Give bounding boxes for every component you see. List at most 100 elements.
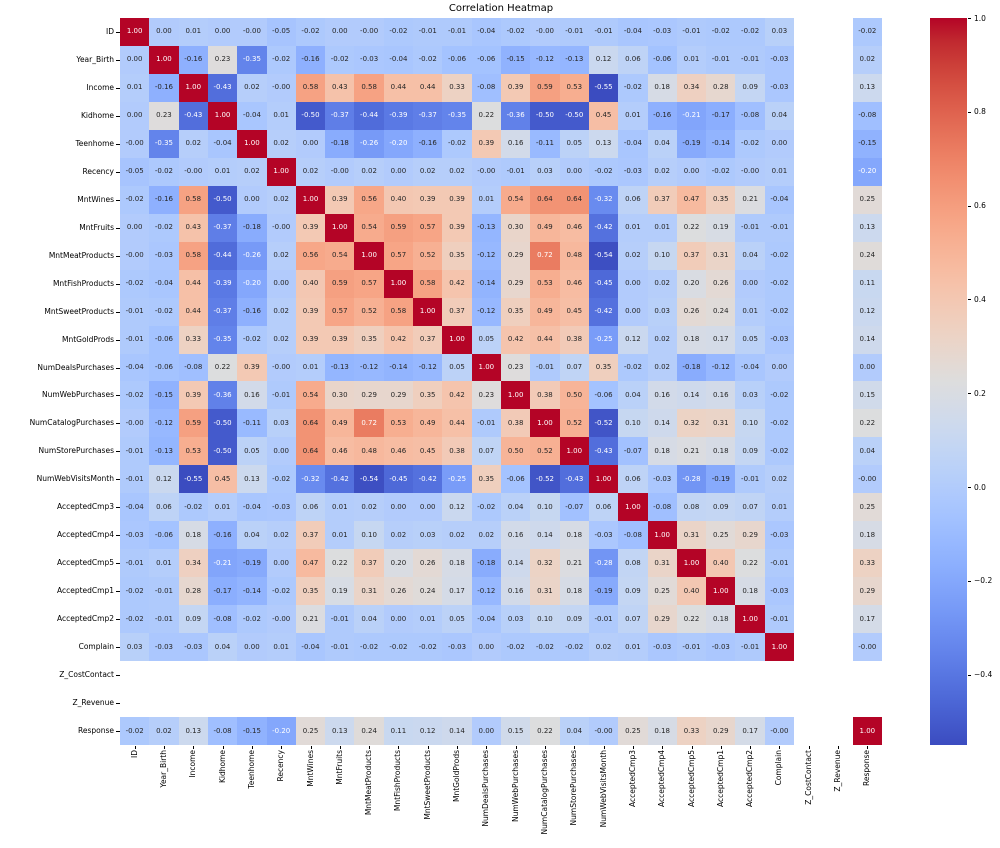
heatmap-cell-MntWines-NumStorePurchases: 0.64 (559, 185, 589, 214)
heatmap-cell-Complain-AcceptedCmp3: 0.01 (618, 633, 648, 662)
heatmap-cell-Z_CostContact-MntMeatProducts (354, 661, 383, 689)
heatmap-cell-NumWebPurchases-MntSweetProducts: 0.35 (413, 381, 443, 410)
x-tick-label-AcceptedCmp1: AcceptedCmp1 (715, 750, 725, 808)
heatmap-cell-MntSweetProducts-Recency: 0.02 (266, 297, 296, 326)
heatmap-cell-MntFruits-MntWines: 0.39 (295, 213, 326, 242)
heatmap-cell-Kidhome-NumStorePurchases: -0.50 (559, 101, 589, 130)
heatmap-cell-Kidhome-MntFishProducts: -0.39 (383, 101, 414, 130)
heatmap-cell-MntFishProducts-MntSweetProducts: 0.58 (413, 269, 443, 298)
heatmap-cell-AcceptedCmp5-AcceptedCmp2: 0.22 (735, 549, 765, 578)
heatmap-cell-ID-AcceptedCmp4: -0.03 (647, 18, 677, 46)
heatmap-cell-AcceptedCmp1-ID: -0.02 (120, 577, 150, 606)
heatmap-cell-Teenhome-MntSweetProducts: -0.16 (413, 129, 443, 158)
heatmap-cell-AcceptedCmp3-NumStorePurchases: -0.07 (559, 493, 589, 522)
heatmap-cell-MntGoldProds-AcceptedCmp3: 0.12 (618, 325, 648, 354)
heatmap-cell-AcceptedCmp2-Z_CostContact (794, 605, 823, 633)
heatmap-cell-AcceptedCmp4-Z_CostContact (794, 521, 823, 549)
colorbar-tick-label-1.0: 1.0 (974, 13, 986, 23)
heatmap-cell-MntFishProducts-ID: -0.02 (120, 269, 150, 298)
heatmap-cell-Recency-Year_Birth: -0.02 (149, 157, 179, 186)
x-tick-label-MntGoldProds: MntGoldProds (452, 750, 462, 802)
heatmap-cell-NumWebVisitsMonth-NumStorePurchases: -0.43 (559, 465, 589, 494)
heatmap-cell-NumWebPurchases-MntFruits: 0.30 (325, 381, 355, 410)
heatmap-cell-MntSweetProducts-AcceptedCmp5: 0.26 (676, 297, 707, 326)
heatmap-cell-ID-NumCatalogPurchases: -0.00 (530, 18, 560, 46)
x-tick-mark (339, 745, 341, 749)
x-tick-label-NumWebVisitsMonth: NumWebVisitsMonth (598, 750, 608, 828)
heatmap-cell-AcceptedCmp4-Z_Revenue (823, 521, 852, 549)
heatmap-cell-MntWines-NumCatalogPurchases: 0.64 (530, 185, 560, 214)
heatmap-cell-Complain-MntSweetProducts: -0.02 (413, 633, 443, 662)
heatmap-cell-AcceptedCmp2-MntWines: 0.21 (295, 605, 326, 634)
heatmap-cell-MntGoldProds-AcceptedCmp4: 0.02 (647, 325, 677, 354)
x-tick-label-MntMeatProducts: MntMeatProducts (364, 750, 374, 816)
heatmap-cell-AcceptedCmp5-MntMeatProducts: 0.37 (354, 549, 384, 578)
colorbar-tick-mark (967, 18, 971, 19)
heatmap-cell-AcceptedCmp3-AcceptedCmp3: 1.00 (618, 493, 648, 522)
heatmap-cell-AcceptedCmp5-MntFishProducts: 0.20 (383, 549, 414, 578)
heatmap-cell-NumStorePurchases-AcceptedCmp5: 0.21 (676, 437, 707, 466)
heatmap-cell-NumDealsPurchases-NumCatalogPurchases: -0.01 (530, 353, 560, 382)
heatmap-cell-NumStorePurchases-Income: 0.53 (178, 437, 208, 466)
heatmap-cell-NumWebPurchases-Response: 0.15 (852, 381, 882, 410)
heatmap-cell-NumDealsPurchases-AcceptedCmp2: -0.04 (735, 353, 765, 382)
heatmap-cell-AcceptedCmp5-NumWebVisitsMonth: -0.28 (588, 549, 619, 578)
heatmap-cell-Recency-AcceptedCmp3: -0.03 (618, 157, 648, 186)
heatmap-cell-Teenhome-Income: 0.02 (178, 129, 208, 158)
x-tick-label-AcceptedCmp2: AcceptedCmp2 (745, 750, 755, 808)
heatmap-cell-NumWebPurchases-NumWebPurchases: 1.00 (500, 381, 531, 410)
heatmap-cell-Z_CostContact-Z_Revenue (823, 661, 852, 689)
heatmap-cell-Recency-Recency: 1.00 (266, 157, 296, 186)
heatmap-cell-Response-AcceptedCmp1: 0.29 (706, 717, 736, 745)
heatmap-grid: 1.00 0.00 0.01 0.00 -0.00 -0.05 -0.02 0.00 -0.00… (120, 18, 882, 745)
heatmap-cell-NumStorePurchases-AcceptedCmp4: 0.18 (647, 437, 677, 466)
y-tick-mark (116, 395, 120, 397)
heatmap-cell-ID-NumWebVisitsMonth: -0.01 (588, 18, 619, 46)
heatmap-cell-MntGoldProds-Z_Revenue (823, 326, 852, 354)
heatmap-cell-ID-MntMeatProducts: -0.00 (354, 18, 384, 46)
x-tick-label-NumCatalogPurchases: NumCatalogPurchases (539, 750, 549, 835)
y-tick-mark (116, 31, 120, 33)
heatmap-cell-MntSweetProducts-MntMeatProducts: 0.52 (354, 297, 384, 326)
heatmap-cell-MntFruits-MntMeatProducts: 0.54 (354, 213, 384, 242)
heatmap-cell-Income-NumDealsPurchases: -0.08 (471, 73, 501, 102)
y-tick-mark (116, 423, 120, 425)
heatmap-cell-AcceptedCmp4-AcceptedCmp4: 1.00 (647, 521, 677, 550)
heatmap-cell-ID-MntSweetProducts: -0.01 (413, 18, 443, 46)
heatmap-cell-MntGoldProds-Teenhome: -0.02 (237, 325, 267, 354)
heatmap-cell-MntGoldProds-MntFishProducts: 0.42 (383, 325, 414, 354)
x-tick-mark (486, 745, 488, 749)
heatmap-cell-MntWines-NumWebPurchases: 0.54 (500, 185, 531, 214)
heatmap-cell-Kidhome-AcceptedCmp1: -0.17 (706, 101, 736, 130)
heatmap-cell-Complain-MntGoldProds: -0.03 (442, 633, 472, 662)
heatmap-cell-Teenhome-AcceptedCmp2: -0.02 (735, 129, 765, 158)
heatmap-cell-AcceptedCmp2-AcceptedCmp2: 1.00 (735, 605, 765, 634)
heatmap-cell-NumWebVisitsMonth-NumWebVisitsMonth: 1.00 (588, 465, 619, 494)
heatmap-cell-Kidhome-NumDealsPurchases: 0.22 (471, 101, 501, 130)
heatmap-cell-MntFruits-Year_Birth: -0.02 (149, 213, 179, 242)
x-tick-label-MntFishProducts: MntFishProducts (393, 750, 403, 812)
heatmap-cell-MntSweetProducts-Income: 0.44 (178, 297, 208, 326)
heatmap-cell-NumDealsPurchases-MntFruits: -0.13 (325, 353, 355, 382)
heatmap-cell-MntSweetProducts-Kidhome: -0.37 (207, 297, 238, 326)
heatmap-cell-MntWines-Z_Revenue (823, 186, 852, 214)
heatmap-cell-MntFruits-NumStorePurchases: 0.46 (559, 213, 589, 242)
heatmap-cell-ID-Recency: -0.05 (266, 18, 296, 46)
heatmap-cell-AcceptedCmp2-NumWebPurchases: 0.03 (500, 605, 531, 634)
heatmap-cell-MntFishProducts-MntGoldProds: 0.42 (442, 269, 472, 298)
heatmap-cell-AcceptedCmp3-Response: 0.25 (852, 493, 882, 522)
y-tick-mark (116, 143, 120, 145)
y-tick-label-Income: Income (86, 82, 114, 92)
heatmap-cell-AcceptedCmp3-Year_Birth: 0.06 (149, 493, 179, 522)
heatmap-cell-MntFruits-MntSweetProducts: 0.57 (413, 213, 443, 242)
heatmap-cell-Income-Kidhome: -0.43 (207, 73, 238, 102)
heatmap-cell-NumWebVisitsMonth-NumDealsPurchases: 0.35 (471, 465, 501, 494)
heatmap-cell-NumDealsPurchases-AcceptedCmp1: -0.12 (706, 353, 736, 382)
heatmap-cell-NumWebVisitsMonth-AcceptedCmp2: -0.01 (735, 465, 765, 494)
heatmap-cell-NumWebVisitsMonth-ID: -0.01 (120, 465, 150, 494)
heatmap-cell-Income-Recency: -0.00 (266, 73, 296, 102)
heatmap-cell-Complain-Income: -0.03 (178, 633, 208, 662)
heatmap-cell-AcceptedCmp3-AcceptedCmp2: 0.07 (735, 493, 765, 522)
heatmap-cell-MntGoldProds-MntFruits: 0.39 (325, 325, 355, 354)
heatmap-cell-NumWebPurchases-Kidhome: -0.36 (207, 381, 238, 410)
